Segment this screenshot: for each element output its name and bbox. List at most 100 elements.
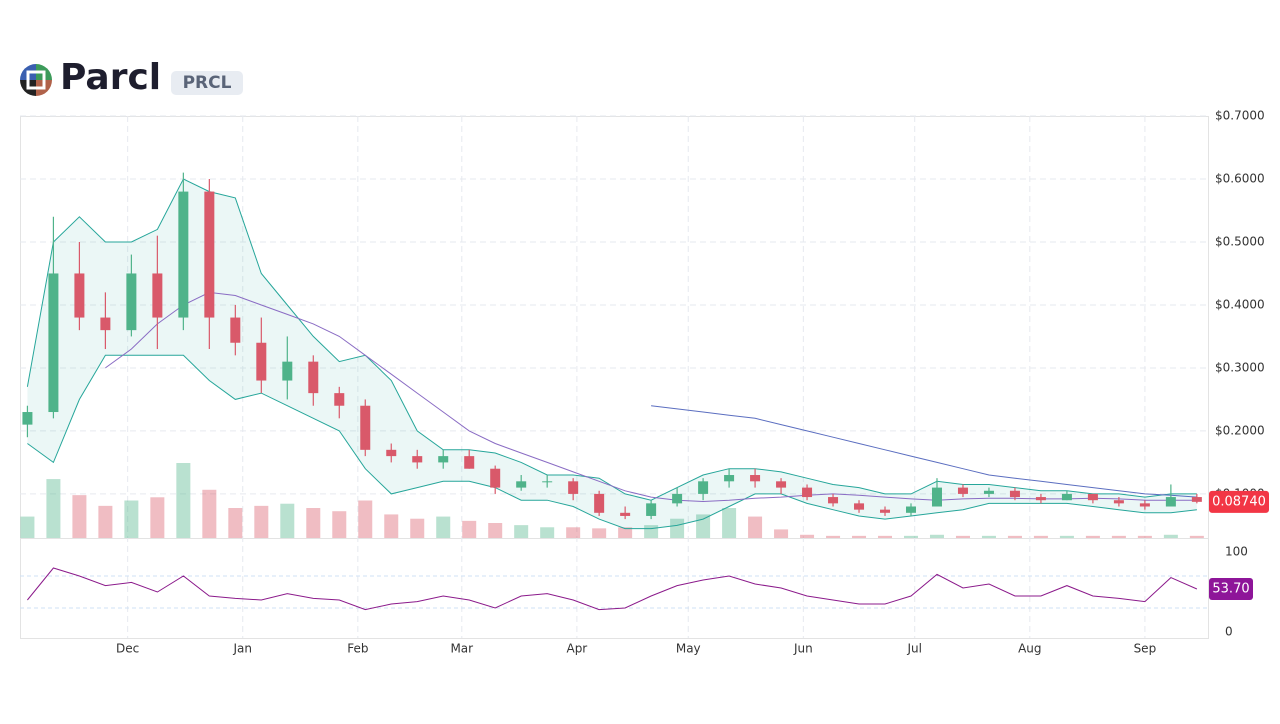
volume-bar — [800, 534, 815, 538]
candle-body — [22, 412, 33, 425]
volume-bar — [670, 518, 685, 538]
volume-bar — [618, 527, 633, 538]
candle-body — [1035, 497, 1046, 501]
logo — [20, 64, 52, 96]
candle-body — [464, 456, 475, 469]
volume-bar — [1137, 535, 1152, 538]
candle-body — [568, 481, 579, 494]
volume-bar — [1163, 534, 1178, 538]
last-price-label: 0.08740 — [1212, 494, 1266, 509]
volume-bar — [410, 518, 425, 538]
y-tick-label: 0 — [1225, 625, 1233, 639]
coin-name: Parcl — [60, 57, 161, 98]
candle-body — [854, 503, 865, 510]
y-tick-label: $0.5000 — [1215, 234, 1265, 248]
last-price-tag — [1209, 490, 1269, 513]
candle-body — [1191, 497, 1202, 502]
candle-body — [204, 191, 215, 318]
volume-bar — [774, 529, 789, 538]
volume-bar — [852, 535, 867, 538]
volume-bar — [280, 503, 295, 538]
candle-body — [282, 361, 293, 381]
candle-body — [1009, 490, 1020, 498]
candle-body — [672, 493, 683, 504]
volume-bar — [514, 525, 529, 538]
candle-body — [490, 468, 501, 488]
candle-body — [74, 273, 85, 318]
candle-body — [100, 317, 111, 331]
volume-bar — [566, 527, 581, 538]
y-tick-label: $0.3000 — [1215, 360, 1265, 374]
volume-bar — [1085, 535, 1100, 538]
band-fill — [27, 178, 1197, 529]
x-tick-label: Jul — [906, 642, 921, 656]
candle-body — [698, 481, 709, 494]
volume-bar — [176, 463, 191, 538]
candle-body — [620, 512, 631, 516]
candle-body — [256, 342, 267, 381]
volume-bar — [358, 500, 373, 538]
volume-bar — [462, 520, 477, 538]
y-tick-label: $0.6000 — [1215, 171, 1265, 185]
candle-body — [983, 490, 994, 494]
volume-bar — [1111, 535, 1126, 538]
volume-bar — [306, 508, 321, 538]
candle-body — [1113, 500, 1124, 504]
candle-body — [1087, 493, 1098, 501]
volume-bar — [254, 505, 269, 538]
volume-bar — [488, 523, 503, 538]
band-lower — [27, 354, 1197, 530]
ma-long — [651, 405, 1197, 498]
candle-body — [230, 317, 241, 343]
candle-body — [802, 487, 813, 498]
candle-body — [308, 361, 319, 394]
volume-bar — [748, 516, 763, 538]
candle-body — [880, 509, 891, 513]
candle-body — [412, 456, 423, 463]
volume-bar — [98, 505, 113, 538]
y-tick-label: $0.4000 — [1215, 297, 1265, 311]
candle-body — [1165, 497, 1176, 507]
x-tick-label: Sep — [1134, 642, 1157, 656]
volume-bar — [150, 497, 165, 538]
volume-bar — [955, 535, 970, 538]
rsi-line — [27, 567, 1198, 611]
volume-bar — [124, 500, 139, 538]
candle-body — [1061, 493, 1072, 501]
volume-bar — [384, 514, 399, 538]
volume-bar — [436, 516, 451, 538]
volume-bar — [981, 535, 996, 538]
rsi-last-tag — [1209, 578, 1253, 601]
candle-body — [594, 493, 605, 513]
candle-body — [386, 449, 397, 457]
symbol-badge — [171, 71, 243, 95]
candle-body — [516, 481, 527, 488]
volume-bar — [72, 495, 87, 538]
candle-body — [126, 273, 137, 331]
volume-bar — [228, 508, 243, 538]
volume-bar — [929, 534, 944, 538]
volume-bar — [1007, 535, 1022, 538]
candle-body — [542, 481, 553, 483]
volume-bar — [540, 527, 555, 538]
rsi-last-label: 53.70 — [1212, 582, 1249, 597]
candle-body — [776, 481, 787, 488]
symbol: PRCL — [183, 73, 232, 93]
volume-bar — [1059, 535, 1074, 538]
candle-body — [334, 393, 345, 406]
candle-body — [152, 273, 163, 318]
y-tick-label: $0.7000 — [1215, 109, 1265, 123]
volume-bar — [722, 508, 737, 538]
volume-bar — [826, 535, 841, 538]
volume-bar — [332, 511, 347, 538]
volume-bar — [878, 535, 893, 538]
candle-body — [178, 191, 189, 318]
x-tick-label: Jun — [793, 642, 813, 656]
x-tick-label: Jan — [233, 642, 253, 656]
volume-bar — [202, 489, 217, 538]
candle-body — [750, 475, 761, 482]
volume-bar — [1033, 535, 1048, 538]
candle-body — [957, 487, 968, 494]
volume-bar — [904, 535, 918, 538]
